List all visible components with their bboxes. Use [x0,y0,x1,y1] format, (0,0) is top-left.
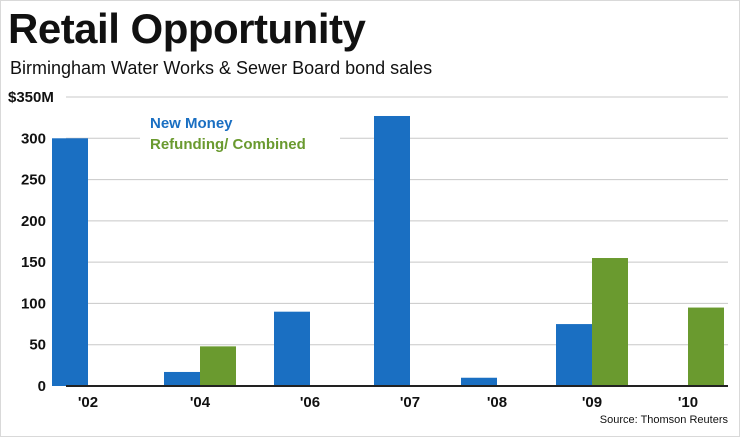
bar-new-money [556,324,592,386]
y-tick-label: 200 [21,213,46,230]
bars [52,115,724,387]
chart-subtitle: Birmingham Water Works & Sewer Board bon… [10,58,433,78]
bar-new-money [274,311,310,386]
x-tick-label: '09 [582,394,602,411]
x-tick-label: '07 [400,394,420,411]
legend-new-money: New Money [150,115,233,132]
chart-title: Retail Opportunity [8,5,366,52]
x-axis-ticks: '02 '04 '06 '07 '08 '09 '10 [78,394,698,411]
x-tick-label: '08 [487,394,507,411]
bar-new-money [52,138,88,386]
source-note: Source: Thomson Reuters [599,414,728,426]
legend: New Money Refunding/ Combined [140,110,340,158]
bar-refunding [688,307,724,386]
y-tick-label: 250 [21,172,46,189]
bar-new-money [461,377,497,386]
x-tick-label: '10 [678,394,698,411]
y-tick-label: 300 [21,130,46,147]
y-tick-label: 100 [21,295,46,312]
y-axis-ticks: $350M 300 250 200 150 100 50 0 [8,89,54,395]
legend-refunding: Refunding/ Combined [150,136,306,153]
bar-new-money [164,371,200,386]
bar-refunding [592,258,628,386]
y-tick-label: $350M [8,89,54,106]
y-tick-label: 150 [21,254,46,271]
y-tick-label: 0 [38,378,46,395]
x-tick-label: '04 [190,394,211,411]
legend-box [140,110,340,158]
bar-new-money [374,115,410,387]
x-tick-label: '06 [300,394,320,411]
x-tick-label: '02 [78,394,98,411]
bar-refunding [200,346,236,386]
y-tick-label: 50 [29,337,46,354]
